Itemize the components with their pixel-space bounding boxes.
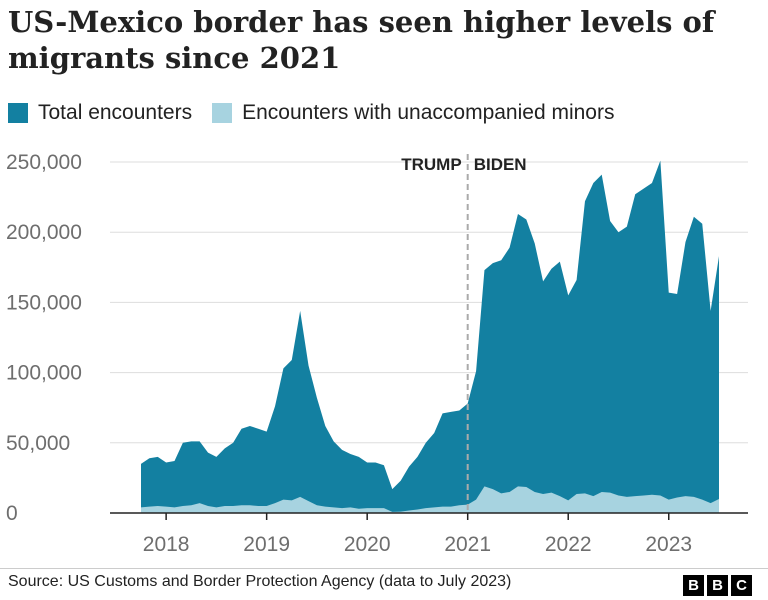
legend-item-total: Total encounters	[8, 101, 192, 125]
x-tick-label: 2018	[143, 533, 190, 556]
bbc-logo-letter-1: B	[683, 575, 704, 596]
x-tick-label: 2023	[645, 533, 692, 556]
bbc-logo: B B C	[680, 575, 752, 596]
legend-swatch-minors	[212, 103, 233, 123]
bbc-logo-letter-3: C	[731, 575, 752, 596]
area-total-encounters	[141, 160, 719, 513]
y-tick-label: 50,000	[6, 432, 70, 455]
legend-label-minors: Encounters with unaccompanied minors	[242, 101, 615, 124]
bbc-logo-letter-2: B	[707, 575, 728, 596]
area-chart: 0 50,000 100,000 150,000 200,000 250,000 2018 2…	[6, 151, 748, 556]
annotation-biden: BIDEN	[474, 155, 527, 174]
source-note: Source: US Customs and Border Protection…	[8, 573, 512, 590]
x-tick-label: 2020	[344, 533, 391, 556]
area-unaccompanied-minors	[141, 486, 719, 513]
y-tick-label: 150,000	[6, 291, 82, 314]
chart-title: US-Mexico border has seen higher levels …	[8, 5, 715, 75]
y-tick-label: 200,000	[6, 221, 82, 244]
y-tick-label: 250,000	[6, 151, 82, 174]
footer-divider	[0, 568, 768, 569]
x-tick-label: 2019	[243, 533, 290, 556]
x-tick-label: 2022	[545, 533, 592, 556]
annotation-trump: TRUMP	[401, 155, 461, 174]
legend: Total encounters Encounters with unaccom…	[8, 99, 634, 127]
y-tick-label: 0	[6, 502, 18, 525]
legend-item-minors: Encounters with unaccompanied minors	[212, 101, 614, 125]
x-tick-label: 2021	[444, 533, 491, 556]
y-tick-label: 100,000	[6, 362, 82, 385]
legend-swatch-total	[8, 103, 28, 123]
legend-label-total: Total encounters	[38, 101, 193, 124]
